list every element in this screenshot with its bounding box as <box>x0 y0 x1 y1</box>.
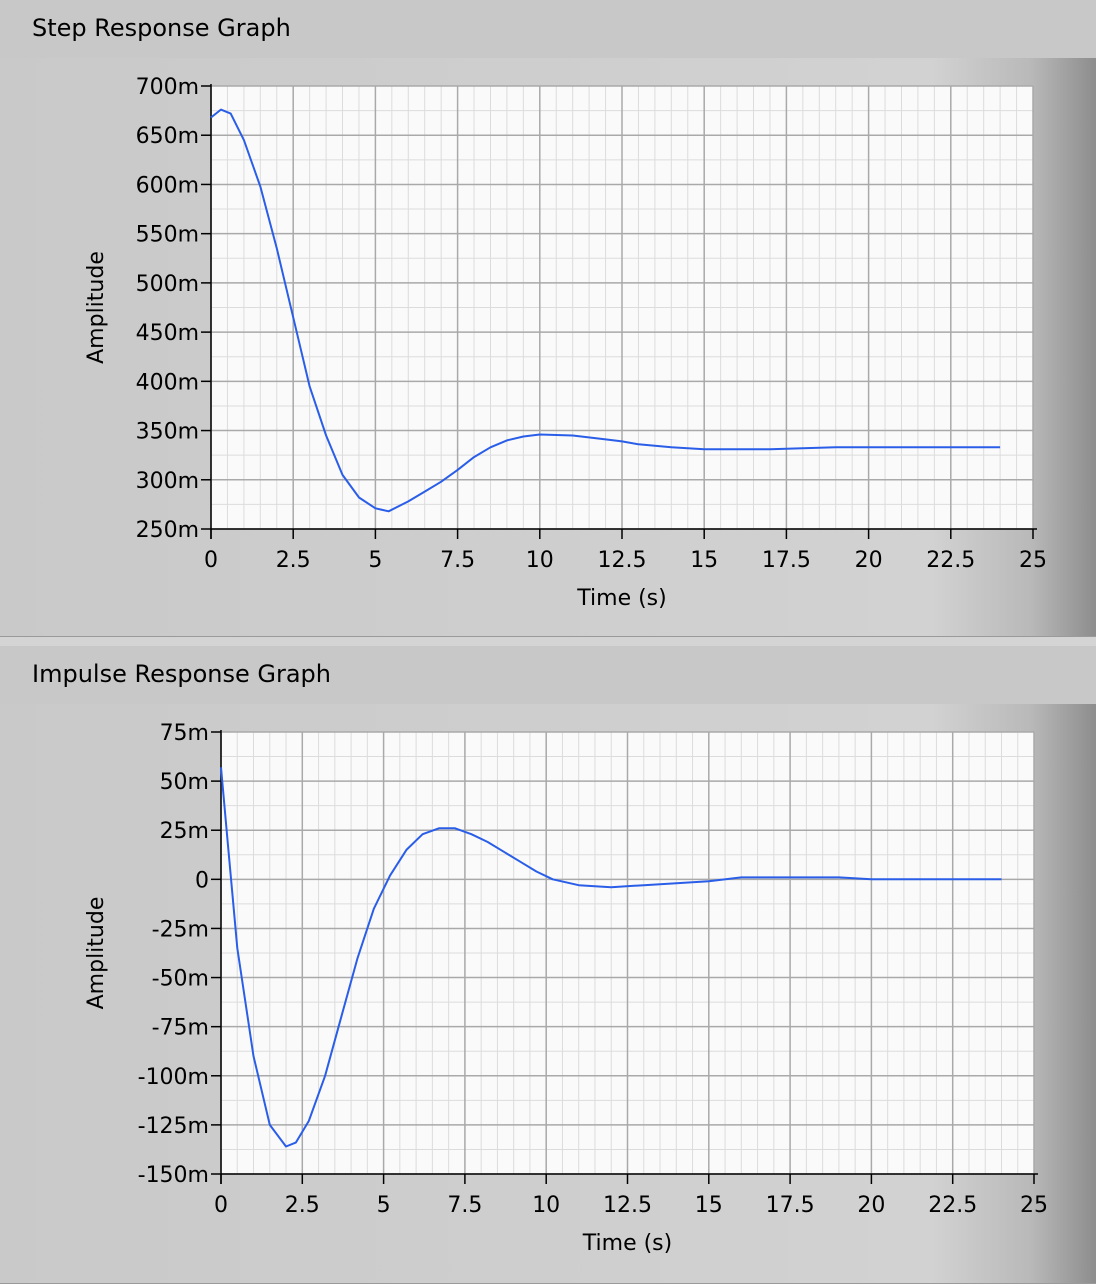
x-tick-label: 5 <box>368 548 382 573</box>
impulse-response-panel: Impulse Response Graph 75m 50m 25m 0 -25m -50… <box>0 646 1096 1284</box>
x-tick-label: 0 <box>214 1193 228 1218</box>
y-tick-label: -25m <box>152 917 209 942</box>
step-response-title: Step Response Graph <box>32 14 291 42</box>
step-response-chart: 700m 650m 600m 550m 500m 450m 400m 350m 300m 250m… <box>84 75 1047 611</box>
x-tick-label: 20 <box>855 548 883 573</box>
y-tick-label: 500m <box>136 272 199 297</box>
x-tick-label: 25 <box>1020 1193 1048 1218</box>
response-line <box>220 767 1002 1148</box>
x-tick-label: 2.5 <box>285 1193 320 1218</box>
x-tick-label: 20 <box>857 1193 885 1218</box>
impulse-response-title: Impulse Response Graph <box>32 660 331 688</box>
y-tick-label: -50m <box>152 967 209 992</box>
y-tick-label: 300m <box>136 469 199 494</box>
x-tick-label: 17.5 <box>762 548 811 573</box>
x-tick-label: 22.5 <box>926 548 975 573</box>
y-tick-label: 450m <box>136 321 199 346</box>
y-tick-label: -75m <box>152 1016 209 1041</box>
y-tick-label: 550m <box>136 223 199 248</box>
y-tick-label: -150m <box>138 1163 209 1188</box>
response-line <box>210 108 1001 513</box>
y-tick-label: -125m <box>138 1114 209 1139</box>
y-tick-label: 350m <box>136 420 199 445</box>
y-tick-label: 75m <box>160 721 209 746</box>
x-tick-label: 10 <box>526 548 554 573</box>
y-tick-label: 0 <box>195 868 209 893</box>
y-tick-label: 600m <box>136 173 199 198</box>
x-tick-label: 7.5 <box>440 548 475 573</box>
x-tick-label: 7.5 <box>447 1193 482 1218</box>
y-axis-title: Amplitude <box>84 251 109 364</box>
x-axis-title: Time (s) <box>576 586 666 611</box>
step-response-panel: Step Response Graph 700m 650m 600m 550m 500m… <box>0 0 1096 637</box>
y-tick-label: 400m <box>136 370 199 395</box>
x-tick-label: 12.5 <box>598 548 647 573</box>
y-tick-label: 700m <box>136 75 199 100</box>
y-tick-label: 50m <box>160 770 209 795</box>
x-tick-label: 0 <box>204 548 218 573</box>
y-tick-label: -100m <box>138 1065 209 1090</box>
y-tick-label: 25m <box>160 819 209 844</box>
x-axis-title: Time (s) <box>582 1231 672 1256</box>
y-axis-title: Amplitude <box>84 897 109 1010</box>
x-tick-label: 10 <box>532 1193 560 1218</box>
x-tick-label: 25 <box>1019 548 1047 573</box>
x-tick-label: 15 <box>695 1193 723 1218</box>
x-tick-label: 12.5 <box>603 1193 652 1218</box>
y-tick-label: 650m <box>136 124 199 149</box>
major-gridlines <box>210 85 1034 530</box>
x-tick-label: 5 <box>377 1193 391 1218</box>
x-tick-label: 2.5 <box>276 548 311 573</box>
y-tick-label: 250m <box>136 518 199 543</box>
x-tick-label: 22.5 <box>928 1193 977 1218</box>
minor-gridlines <box>221 732 1034 1174</box>
x-tick-label: 15 <box>690 548 718 573</box>
x-tick-label: 17.5 <box>766 1193 815 1218</box>
